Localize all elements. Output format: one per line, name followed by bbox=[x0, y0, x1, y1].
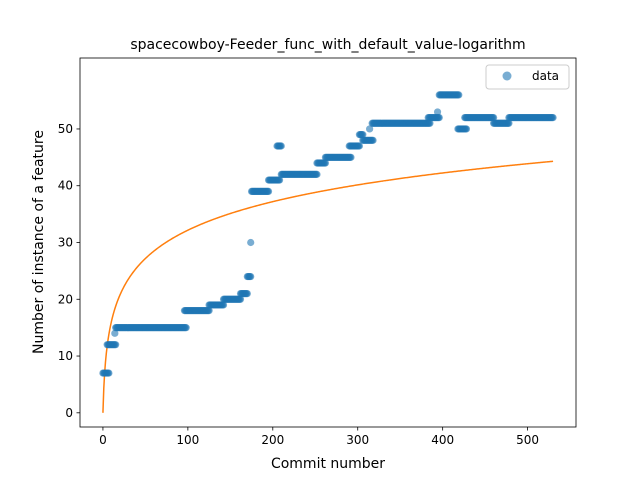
y-tick-label: 40 bbox=[58, 179, 73, 193]
fit-line bbox=[102, 160, 554, 413]
legend-label: data bbox=[532, 69, 559, 83]
plot-background bbox=[80, 58, 576, 427]
data-point bbox=[313, 170, 321, 178]
x-tick-label: 300 bbox=[346, 433, 369, 447]
y-tick-label: 10 bbox=[58, 349, 73, 363]
y-tick-label: 0 bbox=[65, 406, 73, 420]
x-tick-label: 200 bbox=[261, 433, 284, 447]
x-axis-label: Commit number bbox=[271, 456, 385, 472]
data-point bbox=[359, 131, 367, 139]
x-axis: 0 100 200 300 400 500 bbox=[99, 427, 539, 447]
y-axis-label: Number of instance of a feature bbox=[31, 130, 47, 354]
data-point bbox=[236, 295, 245, 303]
data-point bbox=[243, 289, 251, 298]
chart-title: spacecowboy-Feeder_func_with_default_val… bbox=[130, 37, 525, 53]
data-point bbox=[549, 114, 557, 122]
legend-marker bbox=[502, 71, 512, 81]
data-point bbox=[219, 301, 228, 309]
data-point bbox=[105, 369, 113, 377]
x-tick-label: 400 bbox=[431, 433, 454, 447]
data-point bbox=[247, 238, 255, 247]
plot-area bbox=[79, 57, 577, 428]
data-point bbox=[275, 176, 284, 184]
data-point bbox=[205, 307, 213, 315]
legend: data bbox=[485, 64, 570, 90]
data-point bbox=[366, 125, 374, 133]
data-point bbox=[505, 119, 513, 127]
data-point bbox=[355, 142, 364, 150]
data-point bbox=[490, 114, 498, 122]
data-point bbox=[455, 91, 463, 99]
legend-box bbox=[485, 64, 570, 90]
data-point bbox=[182, 324, 190, 332]
fit-layer bbox=[102, 160, 554, 413]
y-tick-label: 50 bbox=[58, 122, 73, 136]
data-point bbox=[369, 136, 377, 144]
x-tick-label: 500 bbox=[516, 433, 539, 447]
data-point bbox=[111, 329, 119, 337]
data-point bbox=[426, 119, 434, 127]
y-axis: 0 10 20 30 40 50 bbox=[58, 122, 80, 420]
data-point bbox=[247, 272, 255, 281]
data-point bbox=[264, 187, 273, 196]
y-tick-label: 30 bbox=[58, 236, 73, 250]
data-point bbox=[433, 108, 442, 116]
data-point bbox=[435, 114, 443, 122]
data-point bbox=[462, 125, 471, 133]
points-layer bbox=[99, 91, 557, 377]
data-point bbox=[347, 153, 355, 161]
y-tick-label: 20 bbox=[58, 292, 73, 306]
x-tick-label: 100 bbox=[176, 433, 199, 447]
data-point bbox=[112, 341, 120, 349]
data-point bbox=[277, 142, 285, 150]
x-tick-label: 0 bbox=[99, 433, 107, 447]
data-point bbox=[321, 159, 330, 167]
